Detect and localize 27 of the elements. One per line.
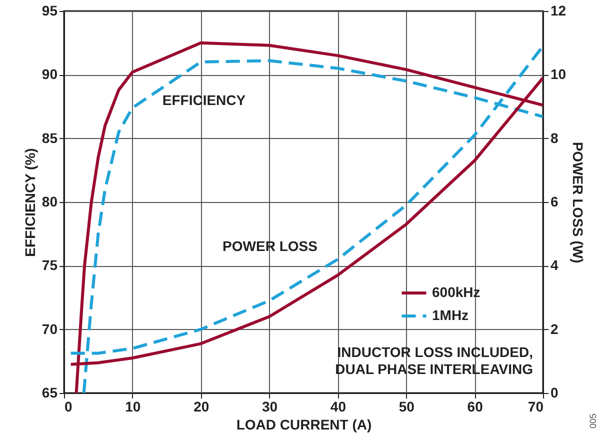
y-axis-title: EFFICIENCY (%) xyxy=(22,148,38,257)
legend-label: 1MHz xyxy=(432,307,469,323)
x-tick-label: 20 xyxy=(194,398,210,414)
y2-tick-label: 6 xyxy=(550,194,558,210)
y2-tick-label: 4 xyxy=(550,257,558,274)
text: 005 xyxy=(588,413,598,429)
y2-tick-label: 0 xyxy=(550,384,558,400)
x-axis-title: LOAD CURRENT (A) xyxy=(236,416,372,432)
y-tick-label: 65 xyxy=(42,384,58,400)
x-tick-label: 70 xyxy=(528,398,544,414)
y-tick-label: 95 xyxy=(42,2,58,18)
y2-tick-label: 8 xyxy=(550,130,558,146)
x-tick-label: 10 xyxy=(125,398,141,414)
y2-tick-label: 12 xyxy=(550,2,566,18)
y-tick-label: 85 xyxy=(42,130,58,146)
x-tick-label: 40 xyxy=(330,398,346,414)
y-tick-label: 80 xyxy=(42,194,58,210)
x-tick-label: 60 xyxy=(467,398,484,414)
x-tick-label: 30 xyxy=(262,398,278,414)
y2-axis-title: POWER LOSS (W) xyxy=(570,142,586,264)
y-tick-label: 75 xyxy=(42,257,58,274)
y-tick-label: 90 xyxy=(42,66,58,82)
x-tick-label: 0 xyxy=(64,398,72,414)
y2-tick-label: 2 xyxy=(550,320,558,337)
x-tick-label: 50 xyxy=(398,398,415,414)
y-tick-label: 70 xyxy=(42,320,58,337)
y2-tick-label: 10 xyxy=(550,66,566,82)
